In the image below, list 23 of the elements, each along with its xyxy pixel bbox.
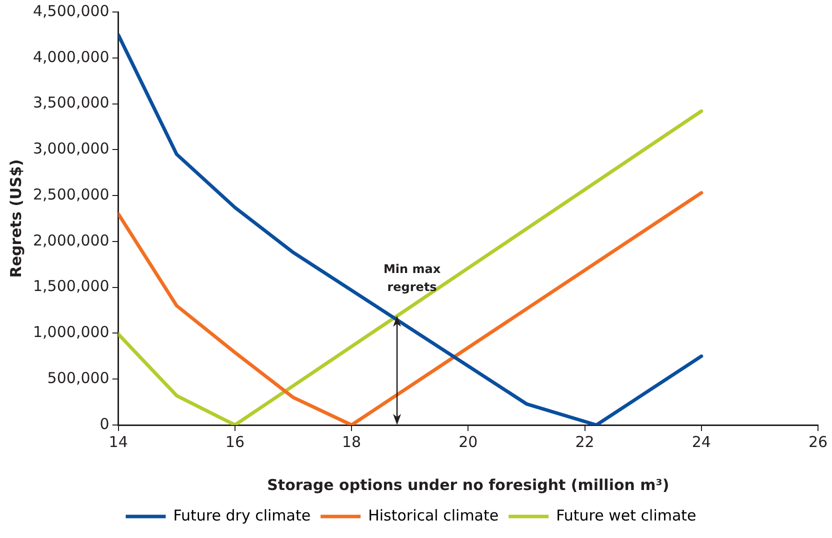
x-tick-label: 22 bbox=[575, 432, 594, 451]
x-axis-title: Storage options under no foresight (million m³) bbox=[267, 476, 670, 494]
x-tick-label: 14 bbox=[108, 432, 128, 451]
y-tick-label: 2,000,000 bbox=[32, 231, 110, 250]
y-tick-label: 3,000,000 bbox=[32, 140, 110, 158]
legend-label: Historical climate bbox=[368, 506, 499, 524]
x-tick-label: 20 bbox=[458, 432, 478, 451]
y-tick-label: 1,000,000 bbox=[32, 323, 110, 342]
x-tick-label: 18 bbox=[342, 432, 362, 451]
y-tick-label: 4,500,000 bbox=[32, 2, 110, 20]
y-axis-title: Regrets (US$) bbox=[6, 159, 25, 278]
y-tick-label: 500,000 bbox=[47, 369, 110, 387]
y-tick-label: 0 bbox=[100, 414, 110, 433]
x-tick-label: 24 bbox=[692, 432, 711, 451]
legend-label: Future dry climate bbox=[173, 506, 311, 524]
x-tick-label: 26 bbox=[808, 432, 828, 451]
legend-label: Future wet climate bbox=[556, 506, 696, 524]
y-tick-label: 2,500,000 bbox=[32, 185, 110, 204]
x-tick-label: 16 bbox=[225, 432, 244, 451]
annotation: Min max regrets bbox=[383, 262, 441, 294]
y-tick-label: 1,500,000 bbox=[32, 277, 110, 296]
y-tick-label: 4,000,000 bbox=[32, 48, 110, 66]
y-tick-label: 3,500,000 bbox=[32, 94, 110, 112]
